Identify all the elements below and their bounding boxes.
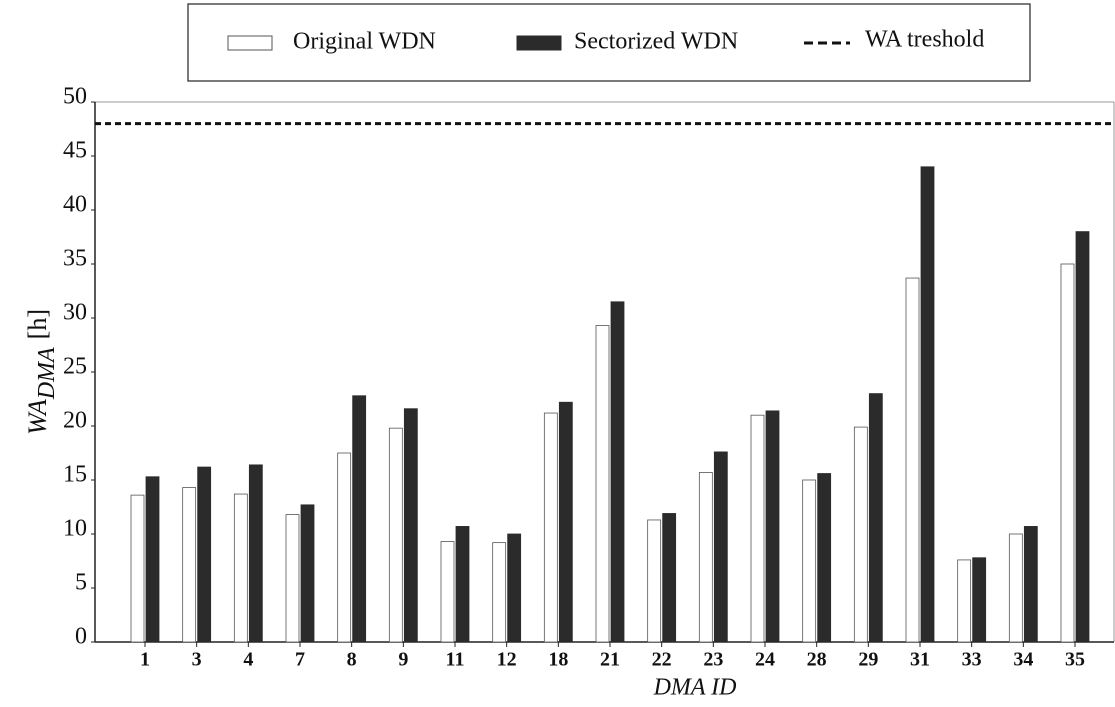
bar [388,427,403,643]
legend-label: WA treshold [865,27,984,53]
x-tick-label: 33 [962,649,982,671]
x-tick-label: 3 [192,649,202,671]
bar [403,408,418,643]
x-tick-label: 12 [497,649,517,671]
bar [145,476,160,643]
bar [507,533,522,643]
x-tick-label: 11 [446,649,465,671]
bar [300,504,315,643]
y-tick-label: 10 [63,516,87,542]
bar [817,473,832,643]
bar [698,472,713,643]
y-tick-label: 35 [63,246,87,272]
bar [558,401,573,643]
bar [1075,231,1090,643]
bar [248,464,263,643]
bar [647,519,662,643]
x-tick-label: 31 [910,649,930,671]
y-tick-label: 5 [75,570,87,596]
y-tick-label: 50 [63,84,87,110]
x-tick-label: 8 [347,649,357,671]
y-label-unit: [h] [23,309,52,339]
bar [868,393,883,643]
x-tick-label: 34 [1013,649,1033,671]
bar [352,395,367,643]
x-tick-label: 18 [548,649,568,671]
y-axis-label: WADMA [h] [23,309,60,435]
legend-swatch [516,35,562,51]
bar [957,559,972,643]
legend-box [187,3,1031,82]
y-tick-label: 45 [63,138,87,164]
x-tick-label: 23 [703,649,723,671]
y-tick-label: 15 [63,462,87,488]
legend-label: Original WDN [293,29,436,55]
x-tick-label: 24 [755,649,775,671]
bar [182,487,197,643]
y-tick-label: 20 [63,408,87,434]
x-tick-label: 9 [398,649,408,671]
bar [610,301,625,643]
bar [440,541,455,643]
x-tick-label: 7 [295,649,305,671]
y-tick-label: 25 [63,354,87,380]
bar [455,526,470,643]
bar [662,513,677,643]
x-tick-label: 22 [652,649,672,671]
y-tick-label: 30 [63,300,87,326]
bar [802,479,817,643]
bar [853,426,868,643]
x-tick-label: 4 [243,649,253,671]
y-tick-label: 0 [75,624,87,650]
bar [920,166,935,643]
bar [595,325,610,643]
bar [233,493,248,643]
bar [750,414,765,643]
x-tick-label: 35 [1065,649,1085,671]
x-tick-label: 1 [140,649,150,671]
bar [765,410,780,643]
legend-label: Sectorized WDN [574,29,738,55]
bar [337,452,352,643]
y-label-main: WA [23,399,52,435]
bar [492,542,507,643]
bar [972,557,987,643]
bar [543,412,558,643]
y-label-sub: DMA [34,347,60,400]
x-tick-label: 21 [600,649,620,671]
legend-swatch [227,35,273,51]
y-tick-label: 40 [63,192,87,218]
x-axis-label: DMA ID [653,675,737,701]
bar [1008,533,1023,643]
bar [1023,526,1038,643]
bar [905,277,920,643]
bar [130,494,145,643]
x-tick-label: 28 [807,649,827,671]
bar [1060,263,1075,643]
bar [285,514,300,643]
bar [713,451,728,643]
bar [197,466,212,643]
x-tick-label: 29 [858,649,878,671]
